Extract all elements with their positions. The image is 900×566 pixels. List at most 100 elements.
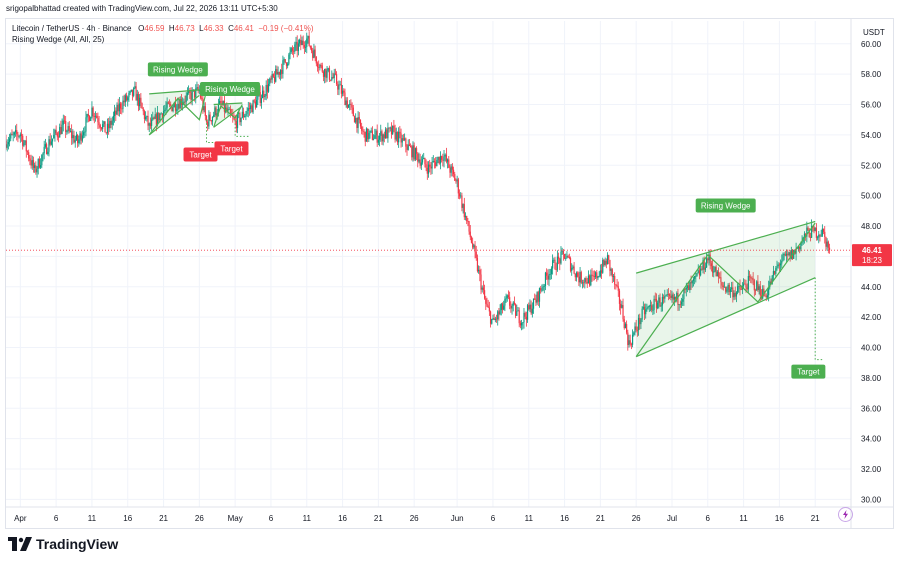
- candle-body: [826, 241, 828, 247]
- candle-body: [442, 159, 444, 161]
- candle: [7, 136, 9, 150]
- candle: [587, 270, 590, 284]
- candle: [43, 140, 45, 160]
- candle-body: [262, 90, 264, 99]
- candle-body: [45, 144, 48, 155]
- candle: [310, 45, 313, 54]
- candle: [658, 294, 660, 309]
- tradingview-brand[interactable]: TradingView: [8, 536, 118, 552]
- candle: [605, 258, 607, 269]
- candle: [728, 282, 730, 296]
- candle-body: [811, 226, 813, 238]
- candle-body: [378, 135, 381, 140]
- candle: [302, 35, 304, 49]
- candle-body: [154, 114, 156, 119]
- candle: [775, 266, 777, 277]
- candle: [445, 147, 448, 164]
- candle: [314, 45, 316, 62]
- candle: [114, 104, 116, 123]
- candle-body: [589, 275, 591, 286]
- chart-area[interactable]: USDT 30.00 32.00 34.00 36.00 38.00 40.00 42.00 4…: [5, 18, 894, 529]
- candle: [448, 156, 450, 169]
- candle: [370, 127, 372, 134]
- y-tick-label: 60.00: [861, 40, 882, 49]
- candle: [549, 269, 551, 280]
- candle-body: [245, 113, 247, 116]
- candle-body: [97, 118, 99, 123]
- candle: [543, 284, 545, 294]
- candle-body: [640, 319, 642, 325]
- candle: [219, 96, 221, 105]
- x-tick-label: 21: [374, 514, 383, 523]
- candle-body: [753, 280, 755, 291]
- candle-body: [664, 296, 666, 299]
- candle: [156, 105, 159, 127]
- y-tick-label: 44.00: [861, 283, 882, 292]
- candle: [766, 289, 769, 300]
- candle-body: [648, 305, 650, 307]
- candle-body: [344, 92, 346, 106]
- candle: [464, 212, 467, 221]
- candle-body: [364, 131, 366, 142]
- candle: [146, 115, 148, 122]
- candle-body: [674, 296, 677, 300]
- candle: [612, 274, 615, 282]
- candle: [583, 279, 585, 288]
- candle: [659, 293, 661, 308]
- symbol-name[interactable]: Litecoin / TetherUS · 4h · Binance: [12, 24, 132, 33]
- candle-body: [649, 305, 652, 307]
- candle: [16, 123, 18, 141]
- candle: [575, 271, 578, 282]
- candle-body: [634, 326, 636, 333]
- candle: [73, 130, 75, 144]
- candle-body: [259, 92, 261, 103]
- wedge-lower-line: [213, 105, 243, 128]
- candle: [123, 94, 125, 107]
- lightning-icon[interactable]: [838, 507, 853, 522]
- candle: [660, 302, 662, 312]
- candle-body: [788, 252, 790, 255]
- candle: [814, 227, 816, 232]
- candlestick-chart[interactable]: USDT 30.00 32.00 34.00 36.00 38.00 40.00 42.00 4…: [6, 19, 893, 528]
- candle: [197, 83, 199, 94]
- candle: [623, 315, 625, 330]
- candle: [752, 272, 754, 286]
- candle: [398, 127, 400, 148]
- candle-body: [689, 282, 691, 291]
- candle-body: [466, 215, 468, 222]
- candle-body: [695, 275, 697, 277]
- candle-body: [346, 100, 348, 108]
- candle-body: [694, 275, 696, 279]
- candle: [506, 294, 508, 302]
- candle: [45, 142, 48, 155]
- candle: [723, 281, 726, 288]
- candle-body: [657, 302, 659, 309]
- high-label: H: [168, 24, 175, 33]
- candle: [665, 294, 667, 297]
- candle-body: [778, 264, 780, 266]
- candle: [412, 141, 414, 162]
- candle-body: [485, 298, 487, 304]
- candle-body: [172, 107, 174, 112]
- candle-body: [507, 295, 510, 298]
- candle: [542, 283, 544, 292]
- candle: [627, 329, 629, 351]
- indicator-name[interactable]: Rising Wedge (All, All, 25): [12, 35, 105, 44]
- candle-body: [450, 166, 452, 173]
- candle: [408, 138, 411, 147]
- candle: [94, 111, 97, 122]
- candle: [259, 85, 261, 107]
- candle-body: [214, 107, 216, 115]
- candle-body: [531, 308, 533, 314]
- candle-body: [38, 158, 41, 168]
- candle: [603, 258, 605, 267]
- candle-body: [158, 112, 160, 121]
- candle-body: [642, 306, 644, 309]
- candle: [509, 291, 511, 310]
- candle-body: [43, 146, 45, 154]
- candle-body: [226, 107, 228, 112]
- candle-body: [210, 120, 212, 122]
- candle: [328, 65, 331, 82]
- candle-body: [593, 276, 595, 278]
- candle: [149, 117, 152, 129]
